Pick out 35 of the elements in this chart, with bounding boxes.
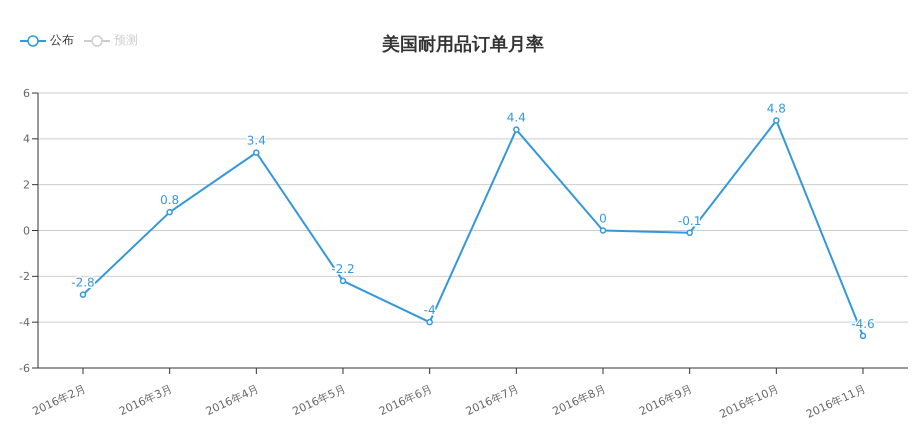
point xyxy=(80,291,86,298)
data-label: 0.8 xyxy=(160,193,180,208)
point xyxy=(166,208,173,216)
x-tick-label: 2016年4月 xyxy=(204,382,261,418)
x-tick-label: 2016年2月 xyxy=(30,382,88,418)
y-tick-label: -6 xyxy=(19,362,30,375)
x-tick-label: 2016年11月 xyxy=(804,382,868,422)
x-tick-label: 2016年7月 xyxy=(464,382,521,418)
y-tick-label: 6 xyxy=(23,86,30,100)
point xyxy=(340,278,346,284)
y-tick-label: 2 xyxy=(23,178,30,192)
x-tick-label: 2016年5月 xyxy=(290,382,348,418)
point xyxy=(773,117,780,124)
data-label: 4.8 xyxy=(766,102,786,116)
chart-title: 美国耐用品订单月率 xyxy=(382,34,544,55)
x-tick-label: 2016年3月 xyxy=(117,382,174,418)
y-tick-label: -2 xyxy=(19,270,30,284)
y-tick-label: 0 xyxy=(23,224,30,238)
data-label: -2.8 xyxy=(71,276,95,290)
legend-label: 公布 xyxy=(50,32,74,49)
point xyxy=(426,318,433,326)
point xyxy=(600,227,606,234)
y-tick-label: -4 xyxy=(19,316,30,330)
point xyxy=(513,126,520,133)
x-tick-label: 2016年10月 xyxy=(717,382,781,422)
y-tick-label: 4 xyxy=(23,132,30,146)
x-tick-label: 2016年9月 xyxy=(637,382,694,418)
x-tick-label: 2016年6月 xyxy=(377,382,434,418)
data-label: 0 xyxy=(599,212,607,226)
data-label: 3.4 xyxy=(246,134,266,148)
point xyxy=(860,332,866,340)
x-tick-label: 2016年8月 xyxy=(550,382,608,418)
data-label: 4.4 xyxy=(506,110,526,125)
point xyxy=(253,149,260,156)
point xyxy=(686,230,693,236)
